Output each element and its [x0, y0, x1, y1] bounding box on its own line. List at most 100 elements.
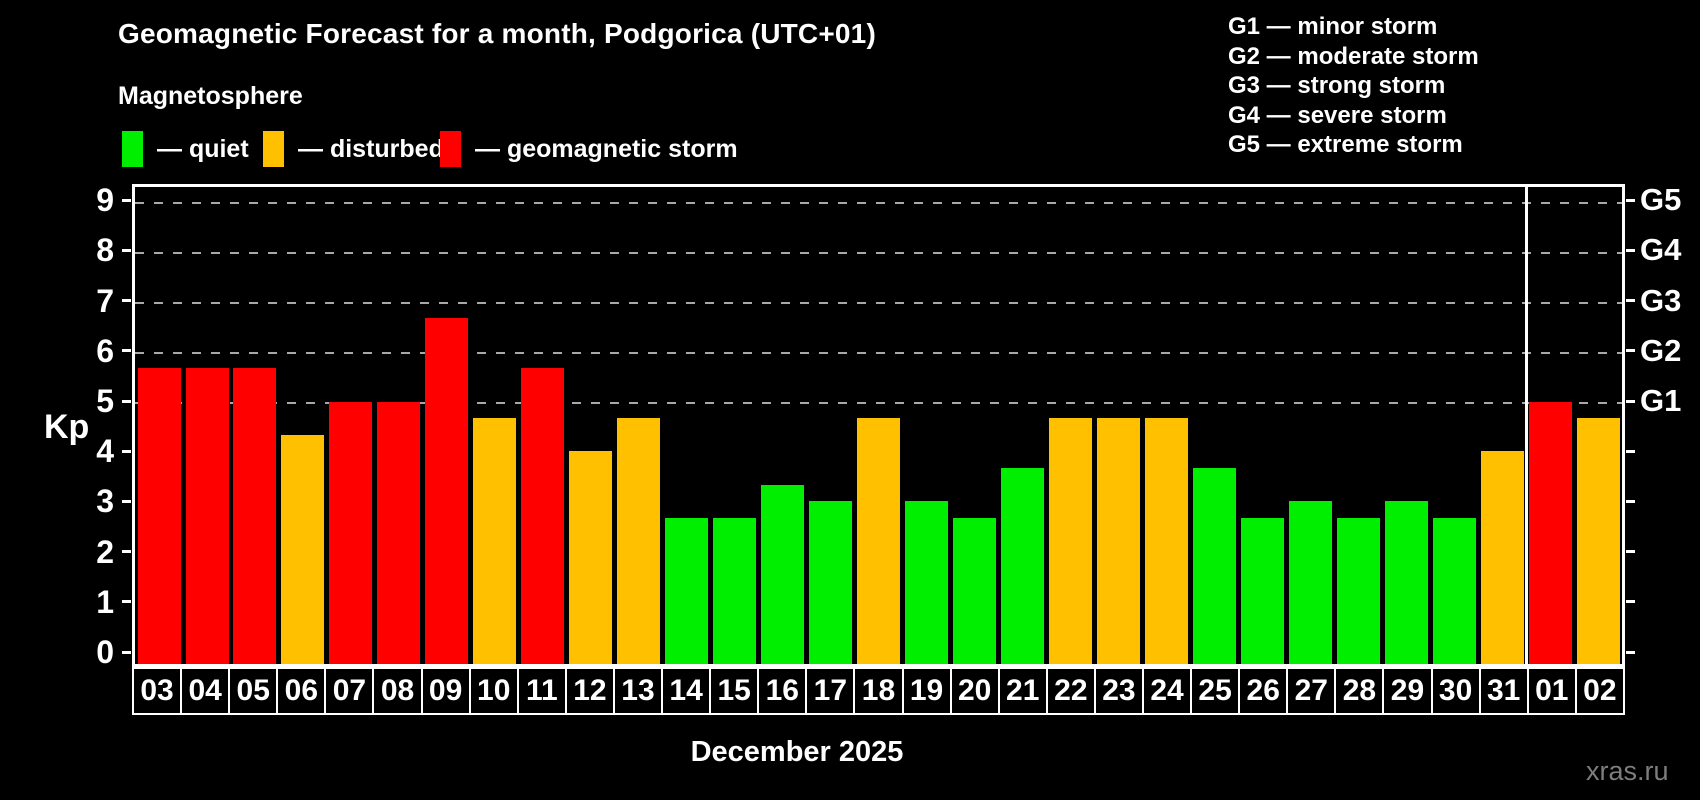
y-tick-left-2 — [122, 550, 131, 554]
day-label-04: 04 — [180, 667, 231, 715]
y-tick-right-4 — [1626, 449, 1635, 453]
g-scale-legend-line-1: G1 — minor storm — [1228, 13, 1438, 40]
y-tick-label-2: 2 — [96, 533, 114, 570]
day-label-03: 03 — [132, 667, 183, 715]
y-tick-right-5 — [1626, 399, 1635, 403]
kp-bar-day-26 — [1240, 517, 1284, 664]
y-tick-right-8 — [1626, 248, 1635, 252]
gridline-kp7 — [135, 301, 1622, 304]
plot-area — [132, 184, 1625, 667]
y-tick-right-2 — [1626, 550, 1635, 554]
day-label-29: 29 — [1382, 667, 1433, 715]
day-label-23: 23 — [1093, 667, 1144, 715]
kp-bar-day-23 — [1096, 418, 1140, 664]
right-axis-label-g4: G4 — [1640, 232, 1682, 268]
kp-bar-day-14 — [665, 517, 709, 664]
day-label-18: 18 — [853, 667, 904, 715]
kp-bar-day-31 — [1480, 451, 1524, 664]
kp-bar-day-13 — [617, 418, 661, 664]
day-label-06: 06 — [276, 667, 327, 715]
g-scale-legend-line-4: G4 — severe storm — [1228, 101, 1447, 129]
y-tick-right-9 — [1626, 198, 1635, 202]
gridline-kp8 — [135, 251, 1622, 254]
y-tick-left-0 — [122, 650, 131, 654]
day-label-10: 10 — [468, 667, 519, 715]
y-tick-left-6 — [122, 349, 131, 353]
y-tick-right-0 — [1626, 650, 1635, 654]
kp-bar-day-04 — [185, 368, 229, 664]
g-scale-legend: G1 — minor storm G2 — moderate storm G3 — … — [1228, 12, 1479, 160]
kp-bar-day-01 — [1528, 401, 1572, 664]
kp-bar-day-22 — [1048, 418, 1092, 664]
watermark: xras.ru — [1586, 756, 1669, 786]
gridline-kp6 — [135, 351, 1622, 354]
day-label-13: 13 — [612, 667, 664, 715]
day-label-12: 12 — [564, 667, 615, 715]
y-tick-label-3: 3 — [96, 483, 114, 520]
kp-bar-day-09 — [425, 318, 469, 664]
y-tick-right-7 — [1626, 299, 1635, 303]
y-tick-left-7 — [122, 299, 131, 303]
kp-bar-day-21 — [1000, 467, 1044, 664]
y-tick-label-0: 0 — [96, 634, 114, 670]
legend-item-storm: — geomagnetic storm — [440, 131, 738, 167]
right-axis-label-g2: G2 — [1640, 332, 1682, 368]
chart-title: Geomagnetic Forecast for a month, Podgor… — [118, 18, 876, 49]
kp-bar-day-29 — [1384, 501, 1428, 664]
day-label-05: 05 — [228, 667, 279, 715]
y-tick-right-3 — [1626, 499, 1635, 503]
kp-bar-day-12 — [569, 451, 613, 664]
kp-bar-day-15 — [713, 517, 757, 664]
y-tick-left-3 — [122, 499, 131, 503]
kp-bar-day-17 — [809, 501, 852, 664]
day-label-row: 03 04 05 06 07 08 09 10 11 12 13 14 15 16 17 18 19 20 21 22… — [132, 667, 1625, 715]
day-label-11: 11 — [516, 667, 567, 715]
x-axis-label: December 2025 — [690, 736, 904, 768]
kp-bar-day-28 — [1336, 517, 1380, 664]
legend-swatch-disturbed — [263, 131, 284, 167]
day-label-25: 25 — [1190, 667, 1241, 715]
legend-label-quiet: — quiet — [157, 134, 249, 163]
legend-item-disturbed: — disturbed — [263, 131, 444, 167]
day-label-31: 31 — [1478, 667, 1529, 715]
kp-bar-day-30 — [1432, 517, 1476, 664]
g-scale-legend-line-2: G2 — moderate storm — [1228, 42, 1479, 70]
g-scale-legend-line-3: G3 — strong storm — [1228, 72, 1446, 99]
gridline-kp9 — [135, 201, 1622, 204]
gridline-kp5 — [135, 401, 1622, 404]
y-axis-label: Kp — [44, 408, 90, 446]
y-tick-label-7: 7 — [96, 282, 114, 319]
right-axis-label-g5: G5 — [1640, 182, 1682, 218]
kp-bar-day-02 — [1576, 418, 1620, 664]
chart-subtitle: Magnetosphere — [118, 82, 303, 110]
kp-bar-day-10 — [473, 418, 517, 664]
g-scale-legend-line-5: G5 — extreme storm — [1228, 131, 1463, 158]
y-tick-left-1 — [122, 600, 131, 604]
kp-bar-day-06 — [281, 434, 325, 664]
y-tick-left-9 — [122, 198, 131, 202]
y-tick-left-5 — [122, 399, 131, 403]
kp-bar-day-24 — [1144, 418, 1188, 664]
right-axis-label-g1: G1 — [1640, 383, 1682, 418]
kp-bar-day-03 — [137, 368, 181, 664]
month-separator-line — [1524, 187, 1528, 664]
kp-bar-day-08 — [377, 401, 421, 664]
day-label-30: 30 — [1430, 667, 1481, 715]
legend-item-quiet: — quiet — [122, 131, 249, 167]
day-label-14: 14 — [661, 667, 712, 715]
day-label-21: 21 — [997, 667, 1048, 715]
day-label-01: 01 — [1526, 667, 1577, 715]
y-tick-label-5: 5 — [96, 383, 114, 419]
y-tick-left-8 — [122, 248, 131, 252]
day-label-08: 08 — [372, 667, 423, 715]
y-tick-label-8: 8 — [96, 232, 114, 269]
legend-label-disturbed: — disturbed — [298, 134, 444, 163]
legend-swatch-storm — [440, 131, 461, 167]
kp-bar-day-11 — [521, 368, 565, 664]
right-axis-label-g3: G3 — [1640, 282, 1682, 318]
kp-bar-day-05 — [233, 368, 277, 664]
day-label-19: 19 — [901, 667, 952, 715]
day-label-22: 22 — [1045, 667, 1096, 715]
y-tick-label-1: 1 — [96, 583, 114, 620]
